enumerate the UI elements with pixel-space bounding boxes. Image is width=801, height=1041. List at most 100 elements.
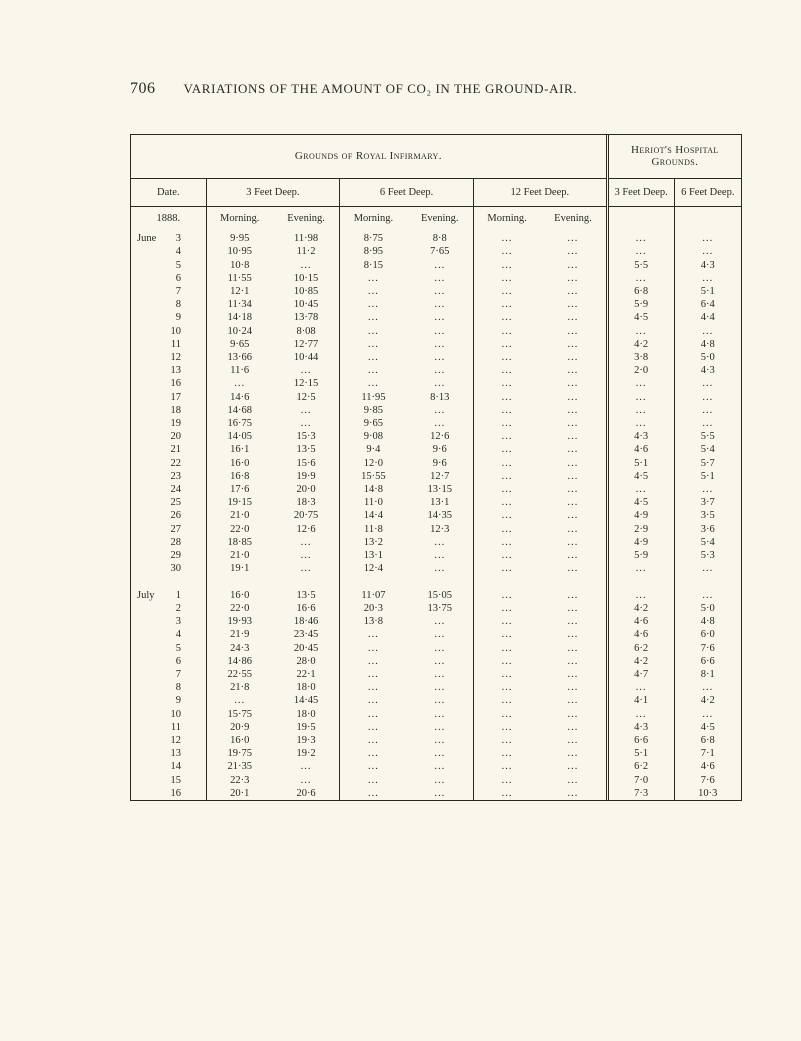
cell-heriot-6ft: 3·7 (674, 496, 741, 509)
date-cell: 27 (131, 523, 206, 536)
cell-3ft-morning: 14·18 (206, 311, 273, 324)
date-cell: 4 (131, 628, 206, 641)
cell-6ft-morning: ... (340, 338, 407, 351)
cell-12ft-evening: ... (540, 536, 607, 549)
table-row: 421·923·45............4·66·0 (131, 628, 741, 641)
date-cell: 6 (131, 272, 206, 285)
cell-12ft-evening: ... (540, 351, 607, 364)
morning-head: Morning. (206, 207, 273, 233)
cell-heriot-3ft: 6·2 (607, 641, 674, 654)
cell-12ft-evening: ... (540, 589, 607, 602)
cell-6ft-morning: 8·95 (340, 245, 407, 258)
table-row: 2818·85...13·2.........4·95·4 (131, 536, 741, 549)
table-row: 1311·6...............2·04·3 (131, 364, 741, 377)
cell-3ft-evening: 11·2 (273, 245, 340, 258)
date-cell: 17 (131, 391, 206, 404)
cell-12ft-morning: ... (473, 443, 540, 456)
cell-12ft-morning: ... (473, 734, 540, 747)
cell-3ft-evening: 11·98 (273, 232, 340, 245)
cell-6ft-morning: ... (340, 747, 407, 760)
cell-heriot-3ft: 5·1 (607, 457, 674, 470)
date-cell: 13 (131, 364, 206, 377)
date-cell: 12 (131, 734, 206, 747)
cell-3ft-morning: ... (206, 377, 273, 390)
cell-3ft-evening: 10·44 (273, 351, 340, 364)
table-row: 811·3410·45............5·96·4 (131, 298, 741, 311)
cell-12ft-evening: ... (540, 483, 607, 496)
cell-12ft-morning: ... (473, 338, 540, 351)
cell-heriot-3ft: 4·9 (607, 509, 674, 522)
cell-heriot-3ft: ... (607, 272, 674, 285)
cell-12ft-evening: ... (540, 496, 607, 509)
cell-3ft-morning: 10·24 (206, 325, 273, 338)
cell-3ft-evening: 20·6 (273, 787, 340, 800)
cell-heriot-3ft: 5·1 (607, 747, 674, 760)
sub-head-6ft: 6 Feet Deep. (340, 179, 474, 207)
cell-3ft-morning: 21·35 (206, 760, 273, 773)
evening-head: Evening. (540, 207, 607, 233)
cell-3ft-morning: 16·1 (206, 443, 273, 456)
cell-12ft-evening: ... (540, 655, 607, 668)
running-head: 706 VARIATIONS OF THE AMOUNT OF CO₂ IN T… (130, 80, 741, 98)
cell-heriot-3ft: 2·0 (607, 364, 674, 377)
cell-3ft-evening: 13·5 (273, 443, 340, 456)
date-cell: 14 (131, 760, 206, 773)
cell-3ft-evening: ... (273, 364, 340, 377)
cell-heriot-3ft: 7·0 (607, 773, 674, 786)
cell-heriot-6ft: ... (674, 232, 741, 245)
cell-heriot-3ft: ... (607, 562, 674, 575)
cell-6ft-evening: 15·05 (407, 589, 474, 602)
cell-heriot-3ft: ... (607, 325, 674, 338)
cell-3ft-evening: 8·08 (273, 325, 340, 338)
cell-6ft-evening: ... (407, 628, 474, 641)
cell-6ft-evening: 13·75 (407, 602, 474, 615)
cell-heriot-3ft: ... (607, 245, 674, 258)
sub-head-h6: 6 Feet Deep. (674, 179, 741, 207)
cell-6ft-evening: 12·7 (407, 470, 474, 483)
cell-6ft-morning: ... (340, 628, 407, 641)
cell-heriot-6ft: 7·6 (674, 773, 741, 786)
date-cell: 5 (131, 259, 206, 272)
cell-3ft-morning: 16·0 (206, 589, 273, 602)
cell-12ft-morning: ... (473, 417, 540, 430)
cell-12ft-morning: ... (473, 707, 540, 720)
cell-heriot-6ft: 5·3 (674, 549, 741, 562)
cell-12ft-evening: ... (540, 285, 607, 298)
cell-12ft-morning: ... (473, 391, 540, 404)
cell-heriot-3ft: 4·2 (607, 602, 674, 615)
cell-3ft-evening: 18·0 (273, 681, 340, 694)
cell-12ft-evening: ... (540, 734, 607, 747)
cell-3ft-evening: 12·15 (273, 377, 340, 390)
cell-12ft-morning: ... (473, 747, 540, 760)
cell-12ft-morning: ... (473, 773, 540, 786)
cell-6ft-morning: ... (340, 351, 407, 364)
cell-heriot-3ft: ... (607, 377, 674, 390)
sub-head-12ft: 12 Feet Deep. (473, 179, 607, 207)
cell-6ft-morning: ... (340, 721, 407, 734)
cell-12ft-morning: ... (473, 641, 540, 654)
cell-heriot-6ft: 4·8 (674, 615, 741, 628)
date-cell: 2 (131, 602, 206, 615)
cell-12ft-evening: ... (540, 509, 607, 522)
cell-12ft-morning: ... (473, 523, 540, 536)
cell-12ft-evening: ... (540, 668, 607, 681)
cell-12ft-evening: ... (540, 430, 607, 443)
cell-heriot-3ft: ... (607, 417, 674, 430)
cell-6ft-evening: ... (407, 338, 474, 351)
cell-12ft-evening: ... (540, 747, 607, 760)
table-sub-head-row: Date. 3 Feet Deep. 6 Feet Deep. 12 Feet … (131, 179, 741, 207)
cell-6ft-evening: 13·15 (407, 483, 474, 496)
date-cell: 26 (131, 509, 206, 522)
cell-12ft-morning: ... (473, 787, 540, 800)
cell-3ft-evening: ... (273, 404, 340, 417)
cell-6ft-morning: 12·4 (340, 562, 407, 575)
cell-12ft-morning: ... (473, 351, 540, 364)
cell-6ft-morning: ... (340, 787, 407, 800)
cell-12ft-morning: ... (473, 470, 540, 483)
cell-3ft-evening: ... (273, 549, 340, 562)
cell-heriot-6ft: ... (674, 325, 741, 338)
cell-6ft-evening: 12·3 (407, 523, 474, 536)
cell-12ft-morning: ... (473, 325, 540, 338)
cell-6ft-evening: ... (407, 655, 474, 668)
cell-3ft-evening: 15·3 (273, 430, 340, 443)
